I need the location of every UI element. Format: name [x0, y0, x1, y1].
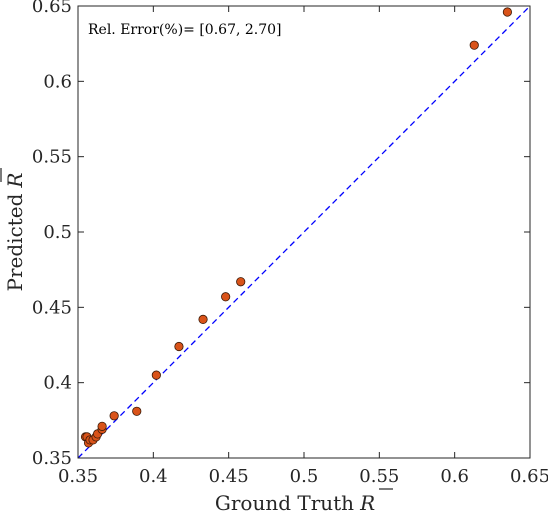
data-point: [132, 406, 142, 416]
x-axis-label-text: Ground Truth: [215, 491, 354, 515]
x-tick-label: 0.65: [510, 466, 548, 487]
data-point: [109, 411, 119, 421]
y-tick-label: 0.5: [43, 222, 72, 243]
y-ticks: 0.35 0.4 0.45 0.5 0.55 0.6 0.65: [32, 0, 530, 469]
plot-frame: [77, 5, 531, 459]
x-axis-label: Ground Truth R: [215, 488, 393, 515]
x-tick-label: 0.55: [359, 466, 399, 487]
svg-text:PredictedR: Predicted R: [3, 173, 27, 292]
y-tick-label: 0.45: [32, 297, 72, 318]
data-points: [80, 7, 512, 448]
y-axis-label: Predicted R: [0, 168, 27, 292]
x-tick-label: 0.5: [290, 466, 319, 487]
x-axis-label-symbol: R: [359, 491, 375, 515]
data-point: [221, 292, 231, 302]
y-axis-label-text: Predicted: [3, 193, 27, 291]
data-point: [97, 421, 107, 431]
x-ticks: 0.35 0.4 0.45 0.5 0.55 0.6 0.65: [58, 6, 548, 487]
x-tick-label: 0.4: [139, 466, 168, 487]
annotation: Rel. Error(%)= [0.67, 2.70]: [88, 22, 282, 38]
data-point: [236, 277, 246, 287]
y-tick-label: 0.65: [32, 0, 72, 17]
data-point: [502, 7, 512, 17]
x-tick-label: 0.6: [440, 466, 469, 487]
y-tick-label: 0.4: [43, 373, 72, 394]
data-point: [469, 40, 479, 50]
data-point: [198, 314, 208, 324]
y-tick-label: 0.6: [43, 71, 72, 92]
x-tick-label: 0.45: [209, 466, 249, 487]
reference-line-y-equals-x: [77, 5, 531, 459]
y-tick-label: 0.55: [32, 147, 72, 168]
y-axis-label-symbol: R: [3, 173, 27, 189]
x-tick-label: 0.35: [58, 466, 98, 487]
y-tick-label: 0.35: [32, 448, 72, 469]
data-point: [174, 341, 184, 352]
data-point: [151, 370, 161, 380]
